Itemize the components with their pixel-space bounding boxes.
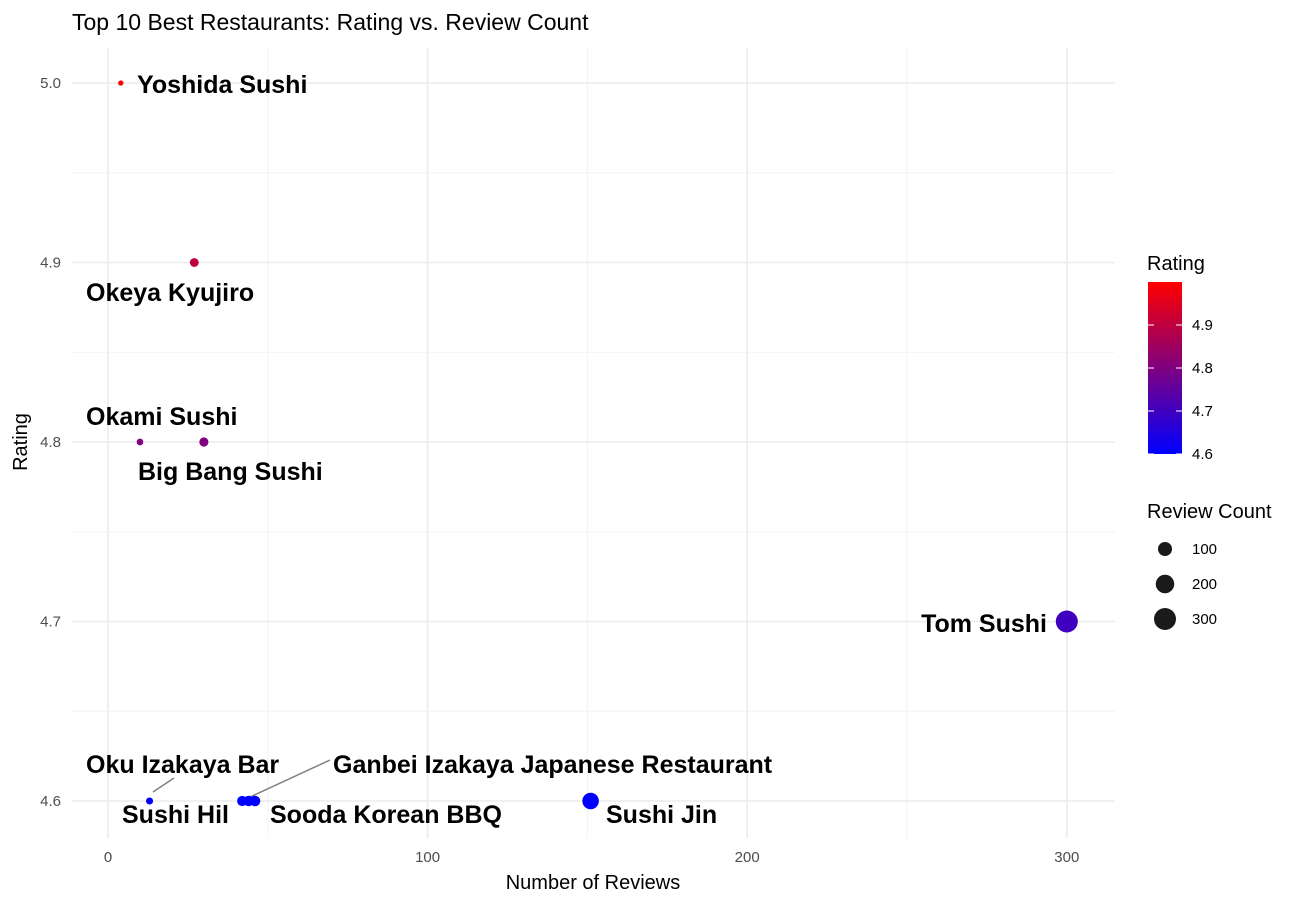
data-point — [189, 258, 199, 267]
y-tick-label: 4.9 — [40, 255, 61, 272]
data-point — [145, 797, 154, 805]
point-label: Oku Izakaya Bar — [86, 751, 279, 779]
point-label: Sushi Hil — [122, 801, 229, 829]
leader-line — [152, 777, 175, 793]
label-leader-lines — [152, 759, 331, 799]
color-legend-tick-label: 4.7 — [1192, 403, 1213, 420]
y-tick-label: 4.7 — [40, 614, 61, 631]
y-tick-label: 4.6 — [40, 793, 61, 810]
x-axis-title: Number of Reviews — [506, 872, 681, 894]
data-points — [118, 80, 1078, 810]
data-point — [118, 80, 124, 86]
point-label: Big Bang Sushi — [138, 458, 323, 486]
point-label: Okami Sushi — [86, 403, 237, 431]
size-legend-key — [1157, 541, 1173, 557]
data-point — [136, 438, 144, 446]
x-tick-label: 0 — [104, 849, 112, 866]
leader-line — [247, 759, 331, 799]
point-label: Sushi Jin — [606, 801, 717, 829]
chart-title: Top 10 Best Restaurants: Rating vs. Revi… — [72, 9, 589, 35]
color-legend-tick-label: 4.8 — [1192, 360, 1213, 377]
data-point — [237, 795, 248, 807]
plot-grid — [72, 48, 1115, 838]
data-point — [199, 437, 209, 447]
x-axis-ticks: 0 100 200 300 — [104, 849, 1079, 866]
point-label: Ganbei Izakaya Japanese Restaurant — [333, 751, 773, 779]
point-labels: Yoshida Sushi Okeya Kyujiro Okami Sushi Big… — [86, 71, 1047, 829]
size-legend: Review Count 100 200 300 — [1147, 501, 1272, 630]
size-legend-label: 200 — [1192, 576, 1217, 593]
data-point — [1055, 610, 1078, 633]
color-legend: Rating 4.6 4.7 4.8 4.9 — [1147, 253, 1213, 463]
y-tick-label: 4.8 — [40, 434, 61, 451]
data-point — [582, 792, 599, 810]
y-axis-ticks: 4.6 4.7 4.8 4.9 5.0 — [40, 75, 61, 810]
y-tick-label: 5.0 — [40, 75, 61, 92]
point-label: Okeya Kyujiro — [86, 279, 254, 307]
size-legend-label: 300 — [1192, 611, 1217, 628]
color-legend-ticks: 4.6 4.7 4.8 4.9 — [1148, 317, 1213, 463]
size-legend-label: 100 — [1192, 541, 1217, 558]
y-axis-title: Rating — [10, 413, 32, 471]
size-legend-title: Review Count — [1147, 501, 1272, 523]
color-legend-title: Rating — [1147, 253, 1205, 275]
x-tick-label: 200 — [735, 849, 760, 866]
point-label: Sooda Korean BBQ — [270, 801, 502, 829]
size-legend-items: 100 200 300 — [1154, 541, 1217, 630]
size-legend-key — [1154, 608, 1176, 630]
color-legend-tick-label: 4.6 — [1192, 446, 1213, 463]
point-label: Yoshida Sushi — [137, 71, 307, 99]
size-legend-key — [1155, 574, 1175, 594]
point-label: Tom Sushi — [921, 610, 1047, 638]
x-tick-label: 300 — [1054, 849, 1079, 866]
color-legend-tick-label: 4.9 — [1192, 317, 1213, 334]
x-tick-label: 100 — [415, 849, 440, 866]
